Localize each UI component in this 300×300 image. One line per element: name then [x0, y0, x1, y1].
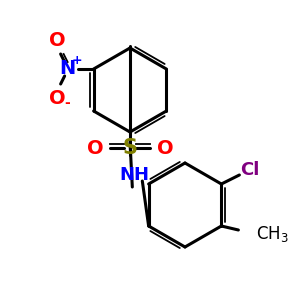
Text: O: O — [87, 139, 103, 158]
Text: O: O — [49, 88, 66, 107]
Text: O: O — [157, 139, 173, 158]
Text: +: + — [71, 53, 82, 67]
Text: Cl: Cl — [240, 161, 259, 179]
Text: CH$_3$: CH$_3$ — [256, 224, 289, 244]
Text: S: S — [122, 138, 137, 158]
Text: N: N — [59, 59, 76, 79]
Text: NH: NH — [119, 166, 149, 184]
Text: O: O — [49, 31, 66, 50]
Text: -: - — [64, 96, 70, 110]
